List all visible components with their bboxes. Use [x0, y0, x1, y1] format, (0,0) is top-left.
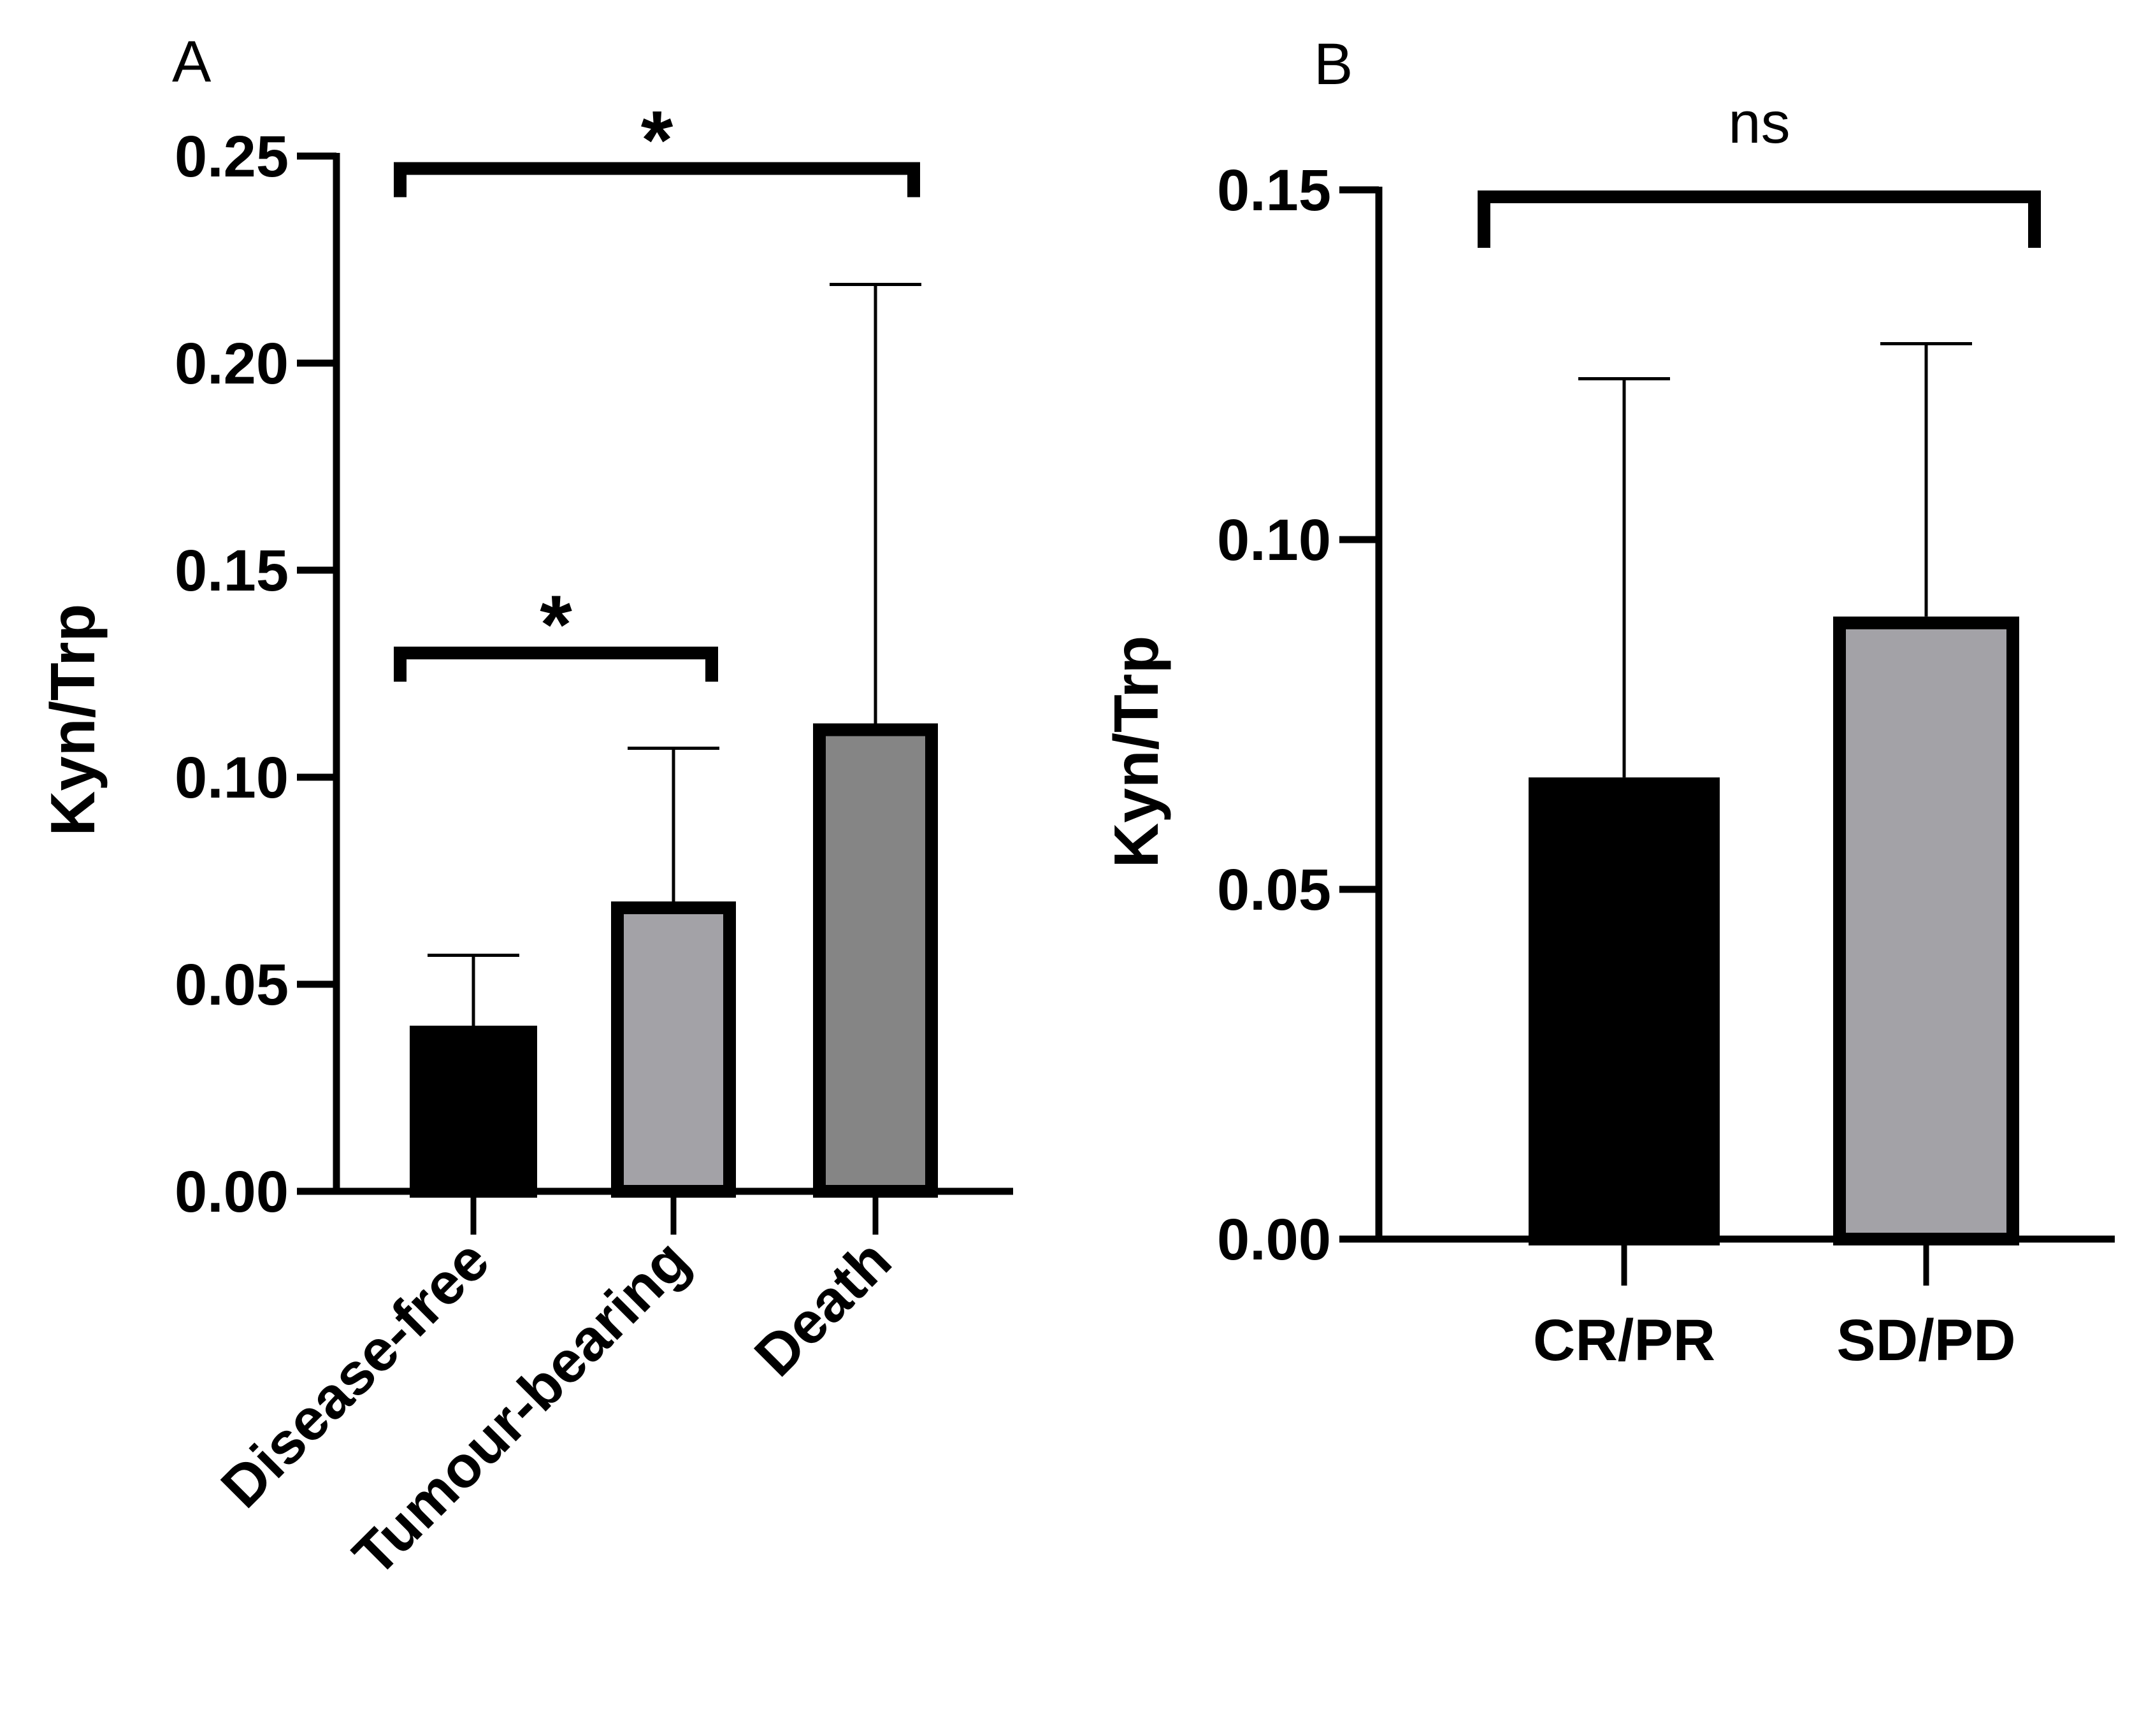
panel-b-label: B: [1314, 32, 1353, 97]
panel-a-x-tick-label: Tumour-bearing: [341, 1228, 702, 1588]
panel-b-chart: B Kyn/Trp 0.00 0.05 0.10 0.15 CR/PR SD/PD ns: [1101, 32, 2115, 1373]
panel-a-label: A: [172, 29, 212, 94]
panel-a-significance-bracket: [394, 647, 718, 682]
panel-b-significance-bracket: [1478, 190, 2041, 248]
panel-a-bar: [813, 723, 938, 1198]
panel-b-y-tick-label: 0.10: [1217, 508, 1331, 573]
panel-a-significance-bracket: [394, 162, 920, 197]
panel-b-x-tick-label: CR/PR: [1533, 1308, 1715, 1373]
panel-a-y-tick-label: 0.20: [175, 331, 289, 396]
panel-b-bar: [1833, 616, 2019, 1245]
panel-a-x-tick-label: Death: [742, 1228, 904, 1389]
panel-b-y-tick-label: 0.05: [1217, 857, 1331, 922]
panel-a-bar: [410, 1026, 537, 1198]
panel-a-chart: A Kyn/Trp 0.000.050.100.150.200.25Diseas…: [38, 29, 1013, 1588]
panel-b-y-tick-label: 0.00: [1217, 1207, 1331, 1272]
panel-b-y-axis-title: Kyn/Trp: [1101, 636, 1171, 868]
panel-a-bar: [611, 901, 736, 1198]
panel-a-y-tick-label: 0.00: [175, 1159, 289, 1224]
panel-a-y-axis-title: Kyn/Trp: [38, 604, 108, 836]
panel-a-y-tick-label: 0.25: [175, 124, 289, 189]
panel-b-y-tick-label: 0.15: [1217, 158, 1331, 223]
panel-a-significance-label: *: [641, 94, 673, 187]
panel-a-y-tick-label: 0.05: [175, 952, 289, 1017]
panel-b-bar: [1529, 777, 1720, 1245]
panel-b-x-tick-label: SD/PD: [1836, 1308, 2015, 1373]
panel-a-y-tick-label: 0.10: [175, 745, 289, 810]
panel-a-y-tick-label: 0.15: [175, 538, 289, 603]
panel-b-significance-label: ns: [1728, 90, 1790, 155]
panel-a-significance-label: *: [540, 578, 572, 671]
